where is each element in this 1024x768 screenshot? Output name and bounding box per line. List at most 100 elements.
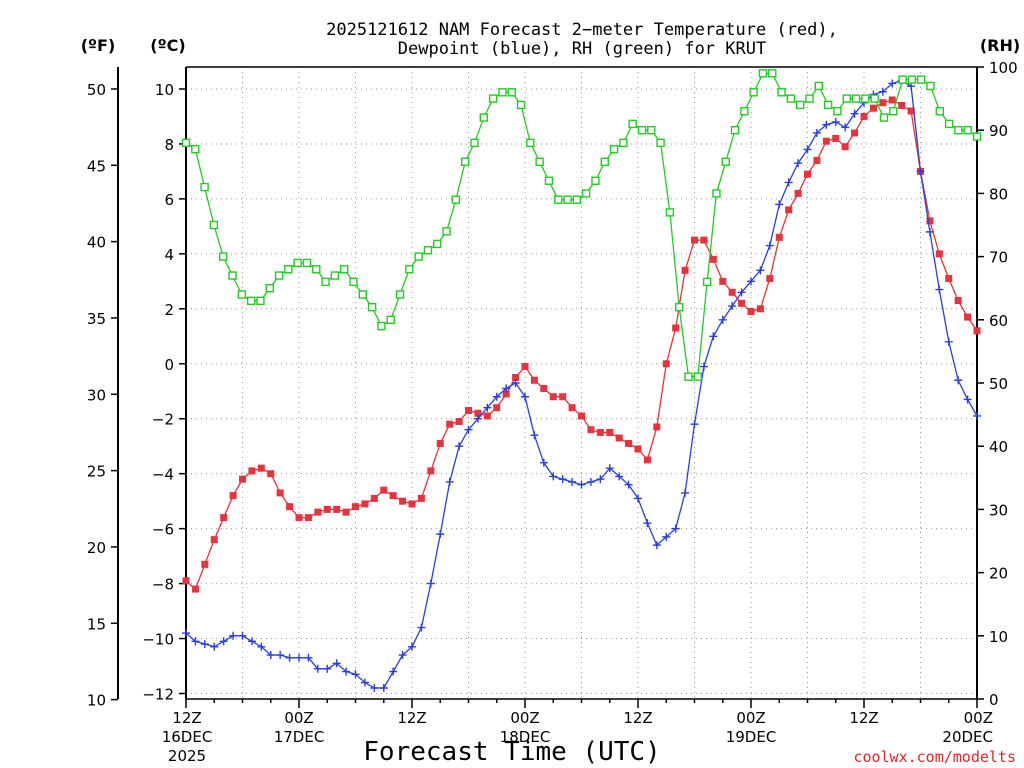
2-meter-temperature-point: [851, 129, 859, 137]
dewpoint-point: [492, 392, 501, 401]
fahrenheit-tick-label: 15: [87, 615, 106, 633]
dewpoint-point: [662, 532, 671, 541]
dewpoint-point: [605, 464, 614, 473]
fahrenheit-unit-label: (ºF): [81, 36, 116, 55]
relative-humidity-point: [321, 277, 330, 287]
2-meter-temperature-point: [248, 467, 256, 475]
2-meter-temperature-point: [841, 143, 849, 151]
fahrenheit-tick-label: 50: [87, 81, 106, 99]
dewpoint-point: [652, 541, 661, 550]
rh-tick-label: 10: [989, 628, 1008, 646]
2-meter-temperature-point: [643, 456, 651, 464]
2-meter-temperature-point: [756, 305, 764, 313]
relative-humidity-point: [479, 113, 488, 122]
dewpoint-point: [671, 524, 680, 533]
dewpoint-point: [558, 475, 567, 484]
relative-humidity-point: [377, 321, 386, 331]
2-meter-temperature-point: [785, 206, 793, 214]
dewpoint-point: [539, 458, 548, 467]
relative-humidity-point: [795, 100, 805, 110]
2-meter-temperature-point: [521, 363, 529, 371]
2-meter-temperature-point: [775, 233, 783, 241]
x-tick-label-time: 12Z: [172, 709, 201, 727]
dewpoint-point: [238, 631, 247, 640]
relative-humidity-point: [209, 220, 219, 230]
2-meter-temperature-point: [540, 384, 548, 392]
dewpoint-point: [257, 642, 266, 651]
dewpoint-point: [530, 431, 539, 440]
relative-humidity-point: [740, 107, 749, 116]
dewpoint-point: [342, 667, 351, 676]
rh-tick-label: 30: [989, 501, 1008, 519]
2-meter-temperature-point: [342, 508, 350, 516]
2-meter-temperature-point: [898, 101, 906, 109]
x-tick-label-date: 18DEC: [500, 728, 551, 746]
relative-humidity-point: [944, 119, 954, 129]
dewpoint-point: [643, 519, 652, 528]
relative-humidity-point: [228, 271, 237, 280]
dewpoint-point: [615, 472, 624, 481]
2-meter-temperature-point: [700, 236, 708, 244]
relative-humidity-point: [219, 252, 228, 261]
relative-humidity-point: [926, 81, 935, 91]
2-meter-temperature-point: [286, 503, 294, 511]
2-meter-temperature-point: [295, 514, 303, 522]
2-meter-temperature-point: [399, 497, 407, 505]
dewpoint-point: [699, 362, 708, 371]
2-meter-temperature-point: [954, 297, 962, 305]
dewpoint-point: [473, 414, 482, 423]
relative-humidity-point: [963, 125, 972, 135]
relative-humidity-point: [460, 157, 470, 167]
x-tick-label-date: 16DEC: [162, 728, 213, 746]
dewpoint-point: [624, 480, 633, 489]
dewpoint-point: [803, 145, 812, 154]
dewpoint-point: [332, 659, 341, 668]
dewpoint-point: [728, 302, 737, 311]
dewpoint-point: [295, 653, 303, 662]
rh-tick-label: 40: [989, 438, 1008, 456]
dewpoint-point: [191, 637, 200, 646]
x-tick-label-time: 12Z: [397, 709, 426, 727]
dewpoint-point: [944, 337, 953, 346]
relative-humidity-point: [554, 195, 563, 204]
dewpoint-point: [709, 332, 718, 341]
dewpoint-point: [850, 109, 859, 118]
dewpoint-point: [747, 277, 755, 286]
celsius-tick-label: −8: [152, 576, 174, 594]
relative-humidity-point: [823, 100, 833, 110]
2-meter-temperature-point: [935, 250, 943, 258]
2-meter-temperature-point: [389, 492, 397, 500]
dewpoint-point: [389, 667, 398, 676]
fahrenheit-tick-label: 45: [87, 157, 106, 175]
relative-humidity-point: [246, 296, 256, 306]
2-meter-temperature-point: [352, 503, 359, 511]
2-meter-temperature-point: [738, 299, 746, 307]
relative-humidity-point: [833, 107, 842, 116]
dewpoint-point: [417, 623, 426, 632]
relative-humidity-point: [730, 125, 740, 135]
celsius-tick-label: 10: [155, 81, 174, 99]
celsius-tick-label: −6: [152, 521, 174, 539]
relative-humidity-point: [302, 258, 312, 268]
x-tick-label-time: 12Z: [849, 709, 878, 727]
dewpoint-point: [841, 123, 850, 132]
2-meter-temperature-point: [191, 585, 199, 593]
2-meter-temperature-point: [436, 439, 444, 447]
fahrenheit-tick-label: 35: [87, 310, 106, 328]
relative-humidity-point: [619, 138, 628, 148]
2-meter-temperature-point: [681, 266, 689, 274]
celsius-tick-label: −2: [152, 411, 174, 429]
relative-humidity-point: [498, 88, 507, 97]
relative-humidity-point: [609, 144, 619, 154]
celsius-tick-label: 8: [164, 136, 174, 154]
2-meter-temperature-point: [587, 426, 595, 434]
2-meter-temperature-point: [719, 277, 727, 285]
relative-humidity-point: [972, 132, 982, 141]
2-meter-temperature-point: [549, 393, 557, 401]
dewpoint-point: [954, 376, 963, 385]
rh-tick-label: 50: [989, 375, 1008, 393]
fahrenheit-tick-label: 25: [87, 463, 106, 481]
2-meter-temperature-point: [869, 104, 877, 112]
relative-humidity-point: [340, 265, 349, 274]
